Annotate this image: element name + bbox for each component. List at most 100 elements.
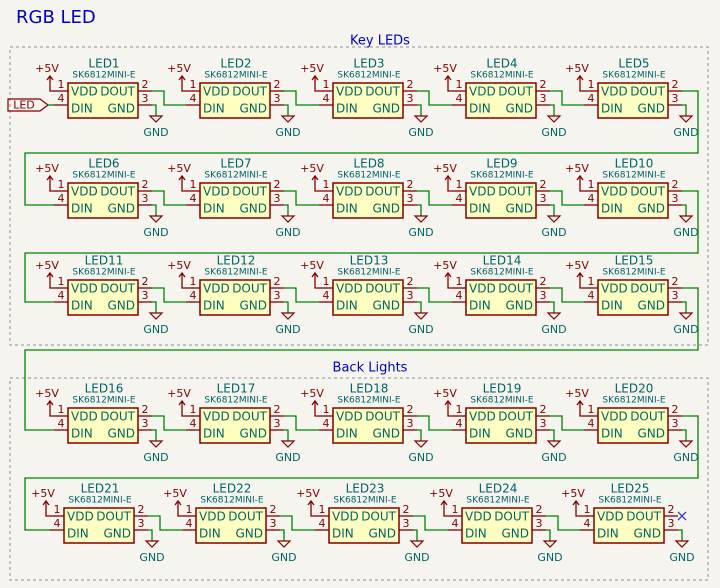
pin-name: DOUT	[498, 85, 533, 99]
pin-name: GND	[372, 202, 400, 216]
wire	[682, 204, 687, 216]
pin-number: 1	[588, 403, 595, 416]
wire	[682, 104, 687, 116]
pin-name: DOUT	[365, 85, 400, 99]
pin-name: DOUT	[630, 185, 665, 199]
ref: LED25	[611, 482, 650, 496]
wire	[148, 529, 153, 541]
ref: LED10	[615, 157, 654, 171]
power-label: +5V	[565, 162, 589, 175]
symbol-body	[63, 507, 135, 544]
ground-symbol	[542, 540, 558, 548]
pin-number: 4	[452, 517, 459, 530]
wire	[284, 104, 289, 116]
pin-name: VDD	[67, 510, 94, 524]
pin-number: 3	[540, 289, 547, 302]
pin-name: DIN	[597, 527, 619, 541]
pin-name: DOUT	[365, 185, 400, 199]
pin-name: GND	[103, 527, 131, 541]
value: SK6812MINI-E	[602, 171, 666, 181]
pin-name: DIN	[67, 527, 89, 541]
ref: LED14	[483, 254, 522, 268]
net-label: LED	[13, 99, 35, 112]
pin-name: DOUT	[100, 410, 135, 424]
sheet-title: RGB LED	[16, 7, 96, 28]
ground-label: GND	[408, 451, 433, 464]
wire	[417, 415, 452, 431]
wire	[284, 204, 289, 216]
ground-symbol	[280, 440, 296, 448]
wire	[447, 273, 452, 289]
power-label: +5V	[35, 259, 59, 272]
pin-name: DIN	[601, 102, 623, 116]
pin-name: VDD	[601, 410, 628, 424]
value: SK6812MINI-E	[204, 396, 268, 406]
net-label-shape	[7, 98, 49, 112]
pin-number: 2	[274, 275, 281, 288]
wire	[314, 401, 319, 417]
pin-number: 4	[456, 192, 463, 205]
ground-label: GND	[275, 451, 300, 464]
pin-number: 3	[138, 517, 145, 530]
power-label: +5V	[300, 162, 324, 175]
pin-name: GND	[239, 299, 267, 313]
pin-number: 3	[540, 192, 547, 205]
value: SK6812MINI-E	[466, 496, 530, 506]
wire	[417, 90, 452, 106]
wire	[284, 190, 319, 206]
pin-name: DIN	[203, 427, 225, 441]
ground-label: GND	[143, 126, 168, 139]
ground-symbol	[413, 440, 429, 448]
pin-name: DOUT	[232, 185, 267, 199]
ground-symbol	[280, 115, 296, 123]
wire	[284, 301, 289, 313]
wire	[24, 415, 699, 531]
ref: LED1	[88, 57, 119, 71]
ground-label: GND	[408, 126, 433, 139]
pin-number: 1	[323, 178, 330, 191]
pin-name: VDD	[469, 410, 496, 424]
ground-label: GND	[541, 323, 566, 336]
pin-name: DOUT	[498, 185, 533, 199]
wire	[152, 415, 186, 431]
pin-name: DOUT	[630, 85, 665, 99]
wire	[148, 515, 182, 531]
wire	[678, 529, 683, 541]
wire	[579, 76, 584, 92]
pin-number: 3	[672, 417, 679, 430]
wire	[181, 273, 186, 289]
ref: LED13	[350, 254, 389, 268]
ref: LED8	[353, 157, 384, 171]
wire	[152, 287, 186, 303]
pin-name: VDD	[601, 85, 628, 99]
wire	[550, 301, 555, 313]
pin-number: 4	[190, 417, 197, 430]
pin-number: 3	[142, 192, 149, 205]
wire	[284, 415, 319, 431]
pin-number: 1	[588, 178, 595, 191]
pin-name: DIN	[332, 527, 354, 541]
pin-number: 2	[138, 503, 145, 516]
wire	[45, 501, 50, 517]
pin-name: DIN	[336, 102, 358, 116]
pin-name: DOUT	[232, 282, 267, 296]
pin-name: VDD	[469, 85, 496, 99]
ref: LED20	[615, 382, 654, 396]
pin-name: VDD	[71, 410, 98, 424]
wire	[550, 190, 584, 206]
pin-number: 4	[54, 517, 61, 530]
pin-number: 4	[588, 92, 595, 105]
pin-name: GND	[637, 202, 665, 216]
pin-number: 2	[274, 78, 281, 91]
value: SK6812MINI-E	[470, 396, 534, 406]
pin-name: DIN	[469, 299, 491, 313]
pin-number: 2	[407, 178, 414, 191]
pin-name: VDD	[203, 410, 230, 424]
ground-label: GND	[673, 451, 698, 464]
ground-label: GND	[143, 451, 168, 464]
wire	[49, 176, 54, 192]
wire	[152, 204, 157, 216]
power-label: +5V	[561, 487, 585, 500]
wire	[417, 301, 422, 313]
pin-number: 4	[190, 289, 197, 302]
